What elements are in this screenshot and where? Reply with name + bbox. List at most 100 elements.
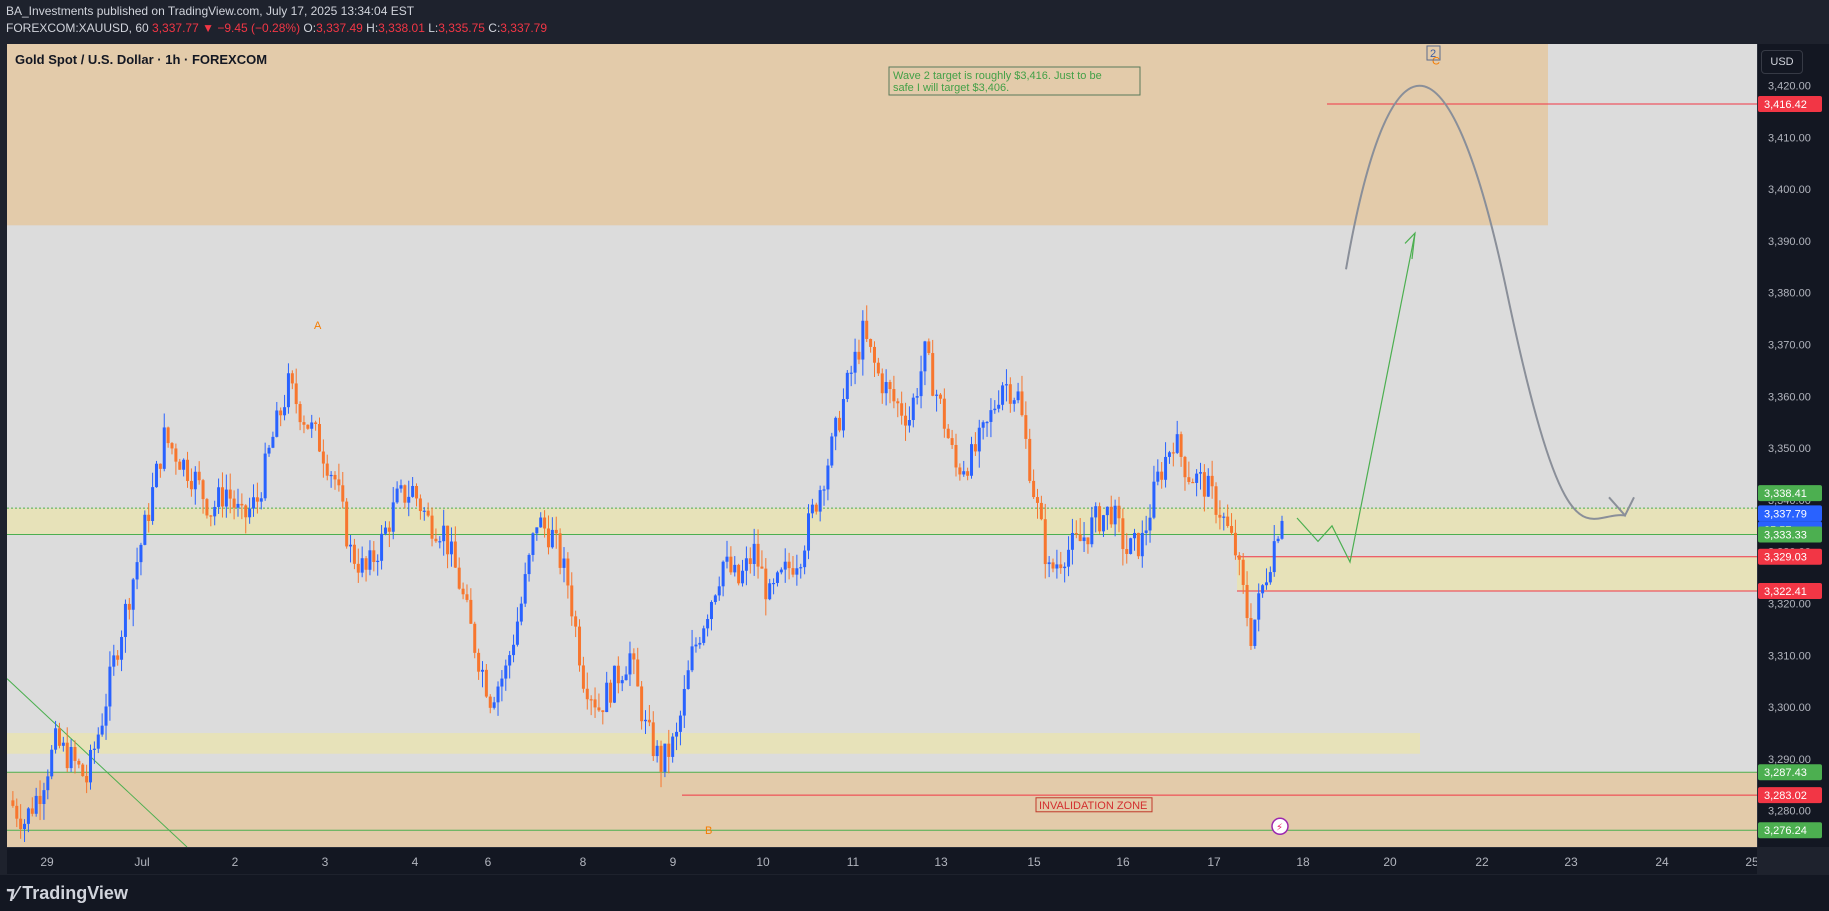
candle-body	[667, 743, 671, 757]
candle	[248, 497, 252, 524]
candle	[271, 431, 275, 449]
publisher-name[interactable]: BA_Investments	[6, 4, 94, 18]
price-tick-label: 3,410.00	[1768, 132, 1811, 144]
price-badge: 3,322.41	[1758, 583, 1822, 600]
tradingview-logo[interactable]: ⁊⁄ TradingView	[6, 883, 128, 904]
chart-canvas[interactable]: A B C2 Wave 2 target is roughly $3,416. Jus…	[7, 44, 1757, 847]
candle-body	[286, 373, 290, 408]
candle	[690, 629, 694, 673]
price-axis[interactable]: 3,280.00 3,290.00 3,300.00 3,310.00 3,320.00…	[1758, 44, 1829, 847]
candle	[38, 780, 42, 821]
price-tick-label: 3,300.00	[1768, 702, 1811, 714]
candle-body	[85, 776, 89, 783]
candle	[317, 417, 321, 453]
candle-body	[1198, 472, 1202, 474]
candle-body	[612, 665, 616, 703]
candle-body	[954, 444, 958, 468]
candle	[954, 433, 958, 477]
candle	[698, 636, 702, 649]
candle	[11, 791, 15, 808]
candle-body	[609, 682, 613, 703]
candle-body	[1210, 475, 1214, 487]
candle	[915, 388, 919, 405]
candle-body	[151, 487, 155, 521]
candle	[1195, 469, 1199, 497]
candle-body	[15, 805, 19, 819]
candle-body	[593, 699, 597, 708]
candle	[861, 310, 865, 376]
candle	[411, 477, 415, 498]
candle	[329, 471, 333, 488]
candle	[779, 567, 783, 575]
candle	[61, 736, 65, 752]
candle	[57, 722, 61, 749]
candle	[946, 424, 950, 439]
candle-body	[1047, 562, 1051, 565]
candle-body	[104, 706, 108, 726]
candle-body	[34, 795, 38, 814]
candle-body	[636, 659, 640, 687]
candle-body	[849, 372, 853, 374]
candle	[415, 483, 419, 507]
candle-body	[958, 467, 962, 475]
candle-body	[546, 528, 550, 548]
candle-body	[1086, 537, 1090, 545]
candle-body	[709, 602, 713, 620]
candle-body	[737, 564, 741, 584]
candle-body	[154, 463, 158, 488]
candle-body	[302, 422, 306, 425]
candle	[255, 482, 259, 514]
candle-body	[1241, 559, 1245, 585]
candle-body	[61, 742, 65, 746]
candle	[1233, 519, 1237, 560]
candle	[1024, 401, 1028, 449]
candle-body	[818, 490, 822, 512]
currency-button[interactable]: USD	[1761, 50, 1803, 74]
candle-body	[81, 764, 85, 777]
candle	[1156, 459, 1160, 486]
candle-body	[962, 471, 966, 475]
price-badge-label: 3,338.41	[1764, 488, 1807, 500]
candle	[807, 504, 811, 560]
candle-body	[368, 550, 372, 570]
time-tick-label: 23	[1564, 855, 1578, 869]
price-tick-label: 3,370.00	[1768, 339, 1811, 351]
symbol-label[interactable]: FOREXCOM:XAUUSD, 60	[6, 21, 149, 35]
candle	[182, 458, 186, 477]
candle-body	[822, 489, 826, 491]
candle-body	[558, 533, 562, 568]
time-scale[interactable]: 29 Jul 2 3 4 6 8 9 10 11 13 15 16 17 18 20 22 23 24 25	[7, 847, 1759, 874]
candle-body	[1276, 538, 1280, 542]
lightning-icon[interactable]	[1271, 817, 1289, 836]
price-scale[interactable]: 3,280.00 3,290.00 3,300.00 3,310.00 3,320.00…	[1757, 44, 1829, 847]
candle	[775, 570, 779, 587]
wave-label-b: B	[705, 825, 712, 837]
candle-body	[360, 558, 364, 573]
candle	[352, 538, 356, 570]
candle	[655, 740, 659, 763]
candle-body	[799, 567, 803, 569]
candle	[1214, 482, 1218, 524]
candle-body	[100, 725, 104, 735]
candle-body	[1156, 471, 1160, 482]
candle-body	[682, 688, 686, 716]
candle-body	[904, 415, 908, 426]
candle	[838, 410, 842, 433]
high-label: H:	[366, 21, 379, 35]
time-tick-label: 11	[847, 855, 860, 869]
candle-body	[228, 489, 232, 499]
time-tick-label: 25	[1745, 855, 1757, 869]
time-axis[interactable]: 29 Jul 2 3 4 6 8 9 10 11 13 15 16 17 18 20 22 23 24 25	[7, 848, 1759, 874]
candle-body	[50, 749, 54, 777]
candle-body	[1160, 471, 1164, 480]
candle-body	[248, 508, 252, 518]
candle-body	[585, 688, 589, 700]
candle-body	[364, 558, 368, 570]
candle-body	[671, 736, 675, 757]
candle	[1004, 369, 1008, 402]
chart-pane[interactable]: A B C 2 Wave 2 target is roughly $3,416. Jus…	[7, 44, 1757, 847]
candle-body	[65, 742, 69, 769]
candle-body	[341, 485, 345, 502]
candle	[1261, 584, 1265, 598]
candle	[1063, 562, 1067, 583]
